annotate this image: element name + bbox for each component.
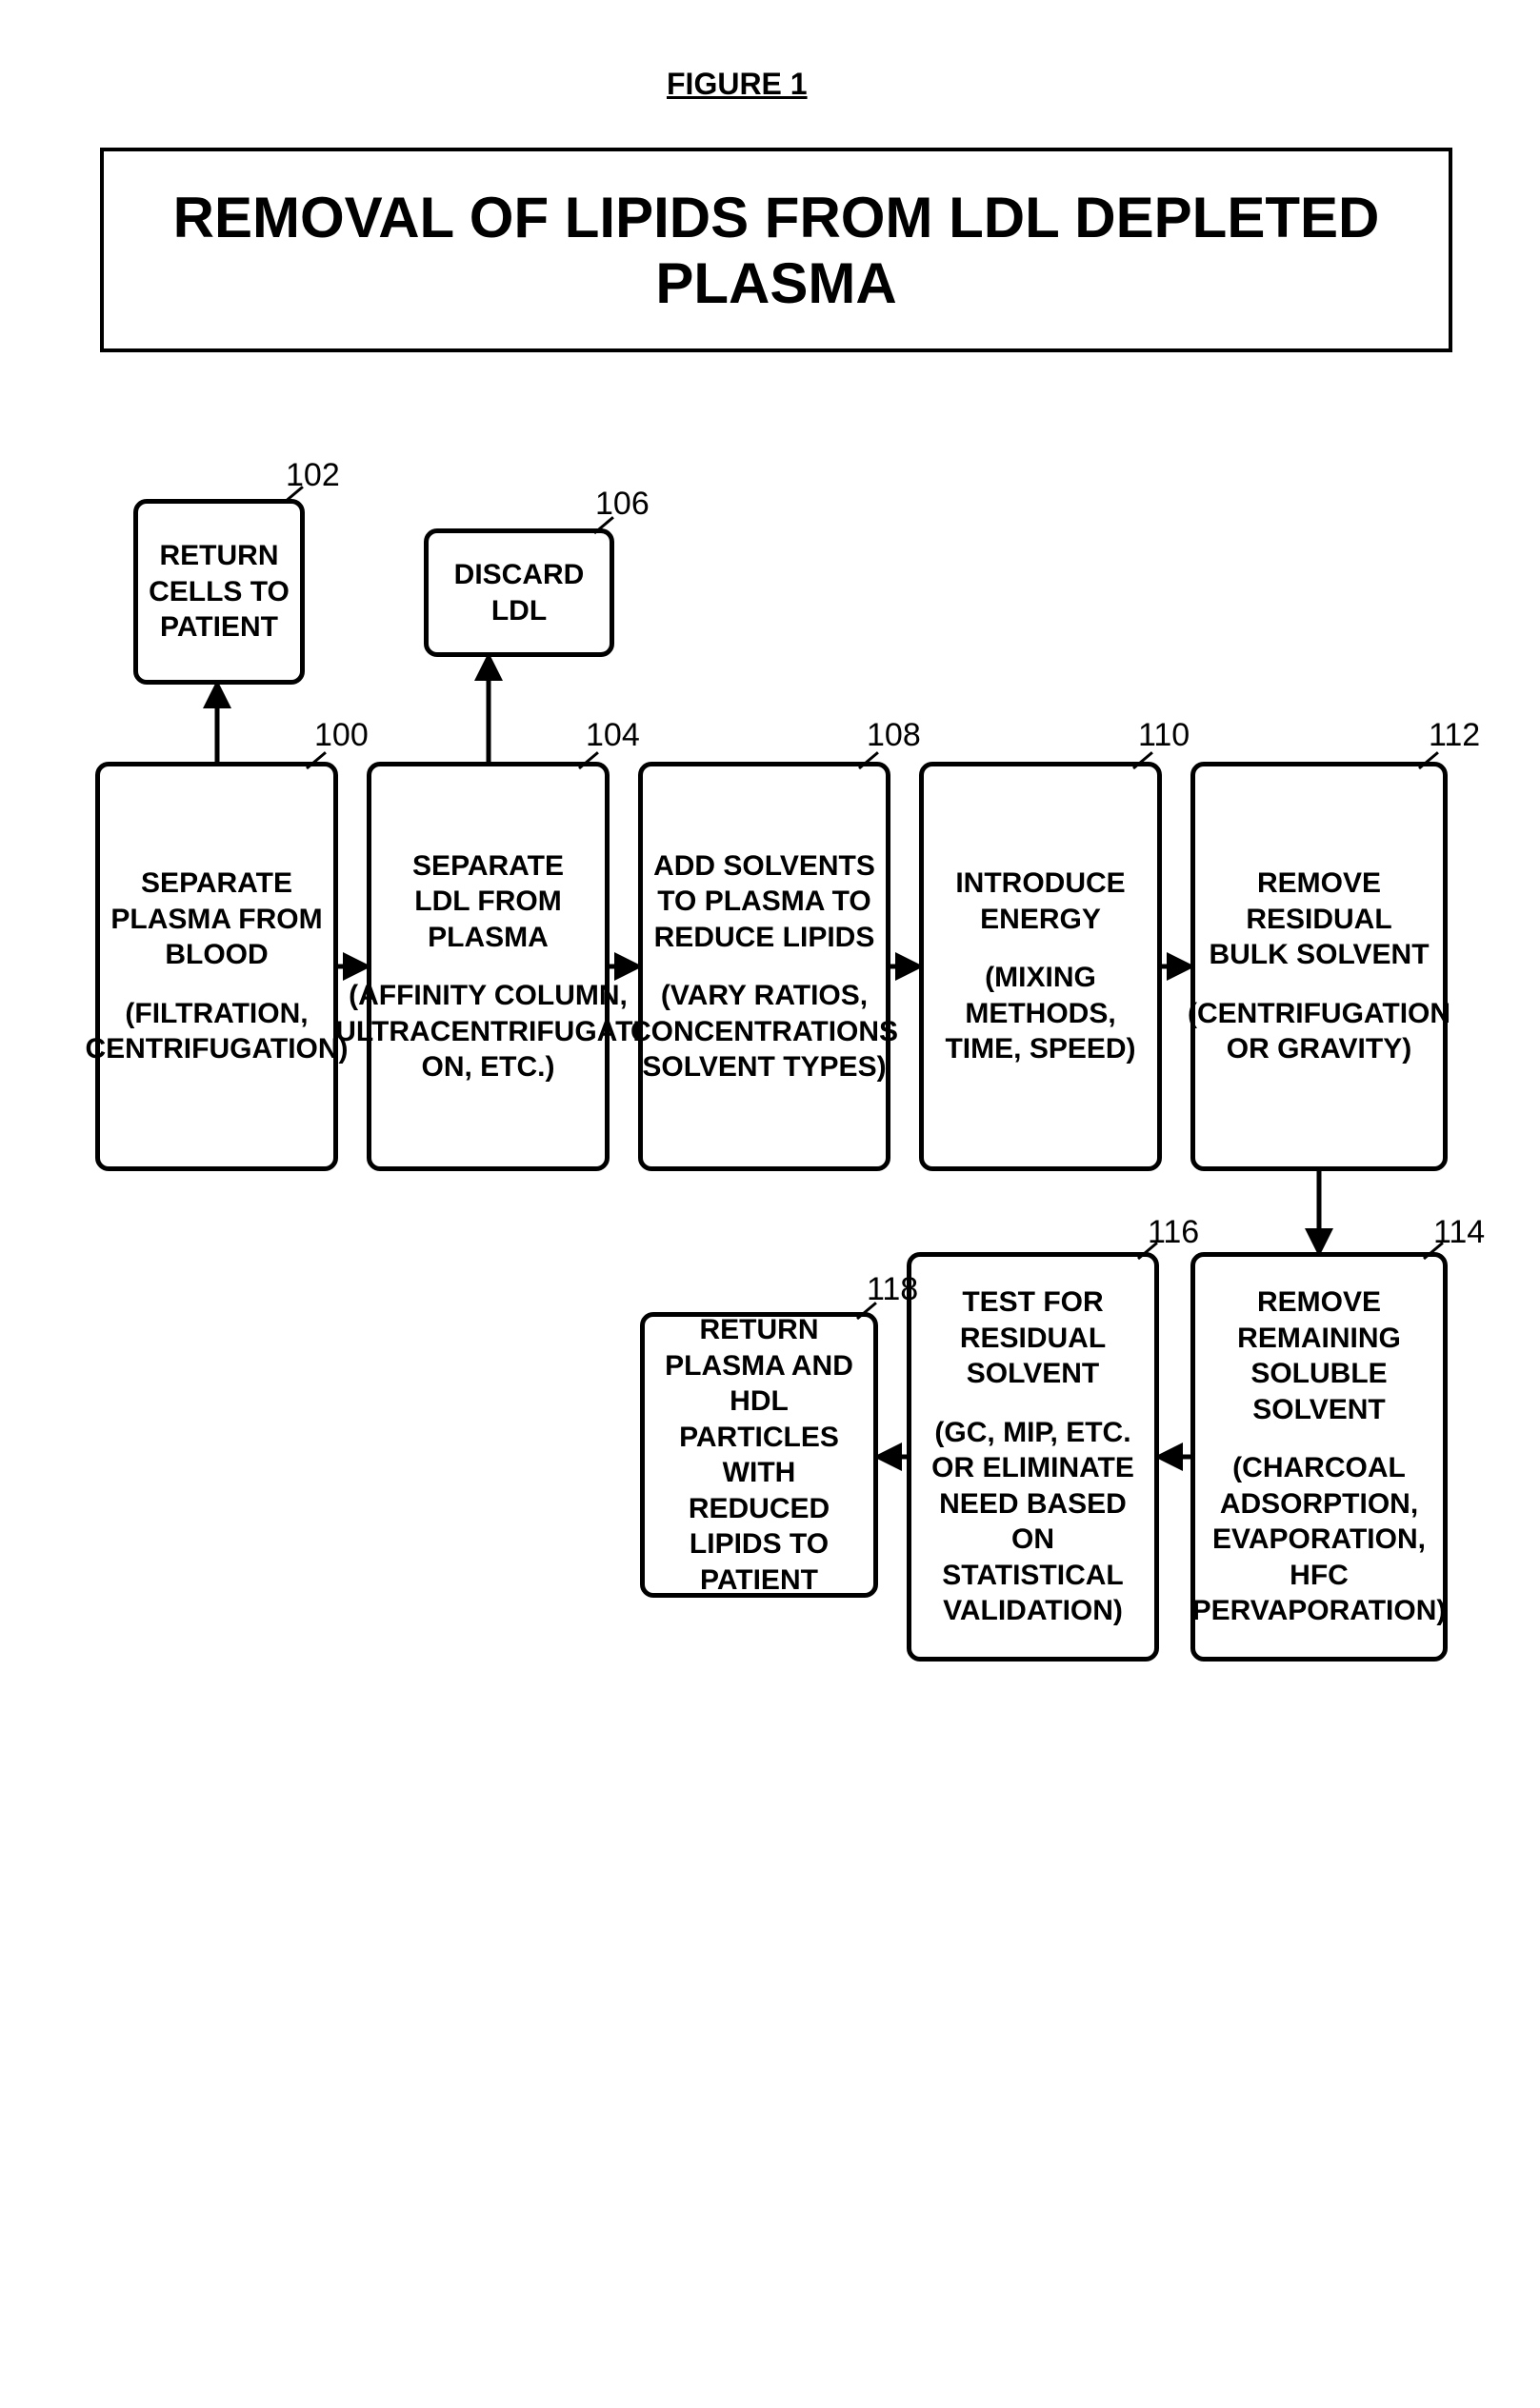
node-return-cells: RETURN CELLS TO PATIENT — [133, 499, 305, 685]
ref-116: 116 — [1148, 1214, 1199, 1251]
node-add-solvents: ADD SOLVENTS TO PLASMA TO REDUCE LIPIDS … — [638, 762, 890, 1171]
node-remove-bulk-solvent: REMOVE RESIDUAL BULK SOLVENT (CENTRIFUGA… — [1190, 762, 1448, 1171]
ref-100: 100 — [314, 717, 369, 754]
ref-118: 118 — [867, 1271, 918, 1308]
node-introduce-energy: INTRODUCE ENERGY (MIXING METHODS, TIME, … — [919, 762, 1162, 1171]
title-box: REMOVAL OF LIPIDS FROM LDL DEPLETED PLAS… — [100, 148, 1452, 352]
ref-106: 106 — [595, 486, 650, 523]
node-test-residual-solvent: TEST FOR RESIDUAL SOLVENT (GC, MIP, ETC.… — [907, 1252, 1159, 1662]
node-sub: (GC, MIP, ETC. OR ELIMINATE NEED BASED O… — [921, 1415, 1145, 1629]
node-main: REMOVE REMAINING SOLUBLE SOLVENT — [1205, 1284, 1433, 1427]
node-main: INTRODUCE ENERGY — [933, 866, 1148, 937]
arrows-layer — [0, 0, 1540, 2408]
node-main: RETURN CELLS TO PATIENT — [148, 538, 290, 646]
node-main: RETURN PLASMA AND HDL PARTICLES WITH RED… — [654, 1312, 864, 1598]
node-discard-ldl: DISCARD LDL — [424, 528, 614, 657]
figure-label: FIGURE 1 — [667, 67, 808, 102]
ref-110: 110 — [1138, 717, 1190, 754]
ref-104: 104 — [586, 717, 640, 754]
ref-108: 108 — [867, 717, 921, 754]
node-main: DISCARD LDL — [438, 557, 600, 628]
ref-112: 112 — [1429, 717, 1480, 754]
node-main: TEST FOR RESIDUAL SOLVENT — [921, 1284, 1145, 1392]
node-main: SEPARATE PLASMA FROM BLOOD — [110, 866, 324, 973]
node-sub: (CENTRIFUGATION OR GRAVITY) — [1188, 996, 1450, 1067]
node-sub: (CHARCOAL ADSORPTION, EVAPORATION, HFC P… — [1192, 1450, 1447, 1629]
node-sub: (AFFINITY COLUMN, ULTRACENTRIFUGATI ON, … — [335, 978, 641, 1085]
node-remove-soluble-solvent: REMOVE REMAINING SOLUBLE SOLVENT (CHARCO… — [1190, 1252, 1448, 1662]
node-main: REMOVE RESIDUAL BULK SOLVENT — [1205, 866, 1433, 973]
node-sub: (FILTRATION, CENTRIFUGATION) — [85, 996, 348, 1067]
ref-114: 114 — [1433, 1214, 1485, 1251]
node-sub: (VARY RATIOS, CONCENTRATIONS SOLVENT TYP… — [630, 978, 898, 1085]
node-return-plasma: RETURN PLASMA AND HDL PARTICLES WITH RED… — [640, 1312, 878, 1598]
node-main: SEPARATE LDL FROM PLASMA — [381, 848, 595, 956]
node-sub: (MIXING METHODS, TIME, SPEED) — [933, 960, 1148, 1067]
node-main: ADD SOLVENTS TO PLASMA TO REDUCE LIPIDS — [652, 848, 876, 956]
node-separate-plasma: SEPARATE PLASMA FROM BLOOD (FILTRATION, … — [95, 762, 338, 1171]
title-text: REMOVAL OF LIPIDS FROM LDL DEPLETED PLAS… — [104, 185, 1449, 316]
ref-102: 102 — [286, 457, 340, 494]
node-separate-ldl: SEPARATE LDL FROM PLASMA (AFFINITY COLUM… — [367, 762, 610, 1171]
